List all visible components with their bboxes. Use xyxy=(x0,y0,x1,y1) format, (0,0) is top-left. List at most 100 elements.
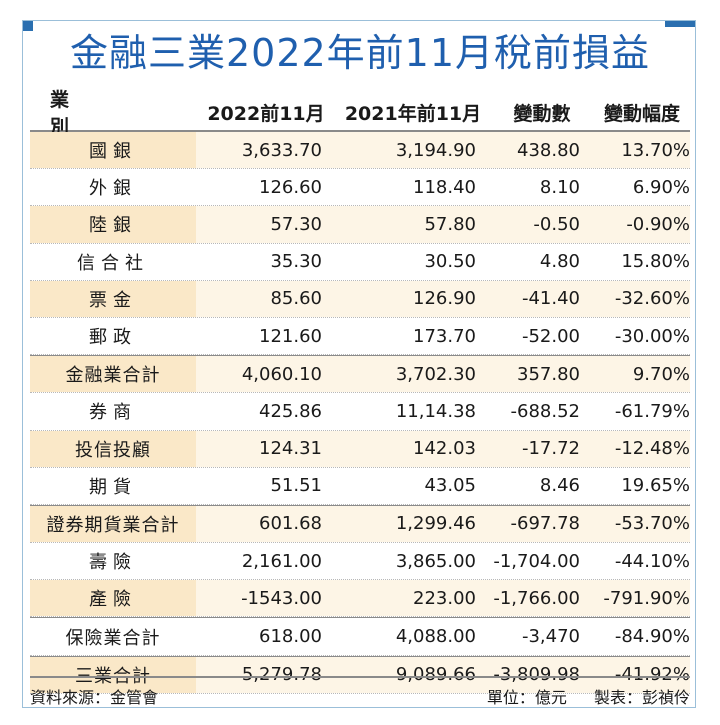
cell-value: 85.60 xyxy=(196,280,336,317)
cell-value: 1,299.46 xyxy=(336,505,490,543)
cell-value: -41.92% xyxy=(594,656,690,693)
cell-value: 121.60 xyxy=(259,325,322,347)
cell-value: -791.90% xyxy=(594,580,690,617)
cell-value: 438.80 xyxy=(490,132,594,169)
cell-value: 126.60 xyxy=(259,176,322,198)
cell-value: -84.90% xyxy=(614,626,690,648)
table-row: 證券期貨業合計 601.68 1,299.46 -697.78 -53.70% xyxy=(30,504,690,544)
row-label: 郵政 xyxy=(89,327,137,349)
cell-value: -52.00 xyxy=(521,325,580,347)
cell-value: 124.31 xyxy=(196,430,336,467)
row-label: 陸銀 xyxy=(30,206,196,243)
cell-value: 19.65% xyxy=(621,475,690,497)
maker-note: 製表：彭禎伶 xyxy=(593,688,690,707)
table-row: 投信投顧 124.31 142.03 -17.72 -12.48% xyxy=(30,430,690,468)
cell-value: 9,089.66 xyxy=(336,656,490,693)
cell-value: -1,704.00 xyxy=(493,550,580,572)
row-label: 券商 xyxy=(89,402,137,424)
cell-value: 2,161.00 xyxy=(241,550,322,572)
cell-value: 57.30 xyxy=(196,206,336,243)
table-row: 期貨 51.51 43.05 8.46 19.65% xyxy=(30,468,690,505)
row-label: 金融業合計 xyxy=(30,356,196,393)
row-label: 壽險 xyxy=(89,552,137,574)
unit-note: 單位：億元 xyxy=(486,688,567,707)
row-label: 證券期貨業合計 xyxy=(30,505,196,543)
table-row: 券商 425.86 11,14.38 -688.52 -61.79% xyxy=(30,393,690,431)
table-footer: 資料來源：金管會 單位：億元 製表：彭禎伶 xyxy=(30,676,690,708)
data-table: 業 別 2022前11月 2021年前11月 變動數 變動幅度 國銀 3,633.… xyxy=(30,89,690,694)
cell-value: -688.52 xyxy=(510,400,580,422)
cell-value: 43.05 xyxy=(424,475,476,497)
cell-value: 601.68 xyxy=(196,505,336,543)
cell-value: -1,766.00 xyxy=(490,580,594,617)
cell-value: 118.40 xyxy=(413,176,476,198)
table-header: 業 別 2022前11月 2021年前11月 變動數 變動幅度 xyxy=(30,89,690,138)
cell-value: 3,633.70 xyxy=(196,132,336,169)
row-label: 保險業合計 xyxy=(65,627,161,649)
cell-value: 425.86 xyxy=(259,400,322,422)
cell-value: -30.00% xyxy=(614,325,690,347)
cell-value: 6.90% xyxy=(632,176,690,198)
header-category: 業 別 xyxy=(50,89,169,138)
cell-value: -1543.00 xyxy=(196,580,336,617)
cell-value: -41.40 xyxy=(490,280,594,317)
header-change-pct: 變動幅度 xyxy=(603,102,680,125)
cell-value: 30.50 xyxy=(424,251,476,273)
cell-value: -3,470 xyxy=(521,626,580,648)
cell-value: -697.78 xyxy=(490,505,594,543)
cell-value: -17.72 xyxy=(490,430,594,467)
cell-value: 51.51 xyxy=(270,475,322,497)
cell-value: 8.46 xyxy=(539,475,580,497)
row-label: 外銀 xyxy=(89,178,137,200)
cell-value: 13.70% xyxy=(594,132,690,169)
row-label: 產險 xyxy=(30,580,196,617)
cell-value: 57.80 xyxy=(336,206,490,243)
table-row: 陸銀 57.30 57.80 -0.50 -0.90% xyxy=(30,206,690,244)
cell-value: 5,279.78 xyxy=(196,656,336,693)
header-2021: 2021年前11月 xyxy=(344,102,482,125)
cell-value: 173.70 xyxy=(413,325,476,347)
row-label: 票金 xyxy=(30,280,196,317)
cell-value: 8.10 xyxy=(539,176,580,198)
cell-value: -53.70% xyxy=(594,505,690,543)
table-row: 三業合計 5,279.78 9,089.66 -3,809.98 -41.92% xyxy=(30,655,690,694)
table-row: 外銀 126.60 118.40 8.10 6.90% xyxy=(30,169,690,207)
table-row: 壽險 2,161.00 3,865.00 -1,704.00 -44.10% xyxy=(30,543,690,581)
table-row: 保險業合計 618.00 4,088.00 -3,470 -84.90% xyxy=(30,617,690,656)
cell-value: 223.00 xyxy=(336,580,490,617)
cell-value: 357.80 xyxy=(490,356,594,393)
table-row: 票金 85.60 126.90 -41.40 -32.60% xyxy=(30,280,690,318)
cell-value: -44.10% xyxy=(614,550,690,572)
row-label: 信合社 xyxy=(77,252,149,274)
cell-value: 15.80% xyxy=(621,251,690,273)
cell-value: 3,865.00 xyxy=(395,550,476,572)
cell-value: 126.90 xyxy=(336,280,490,317)
corner-decoration xyxy=(23,21,33,31)
cell-value: 4,060.10 xyxy=(196,356,336,393)
cell-value: -0.50 xyxy=(490,206,594,243)
cell-value: -12.48% xyxy=(594,430,690,467)
table-row: 產險 -1543.00 223.00 -1,766.00 -791.90% xyxy=(30,580,690,618)
cell-value: -0.90% xyxy=(594,206,690,243)
cell-value: 4.80 xyxy=(539,251,580,273)
table-row: 郵政 121.60 173.70 -52.00 -30.00% xyxy=(30,318,690,356)
cell-value: -61.79% xyxy=(614,400,690,422)
cell-value: 142.03 xyxy=(336,430,490,467)
cell-value: 35.30 xyxy=(270,251,322,273)
row-label: 國銀 xyxy=(30,132,196,169)
table-row: 信合社 35.30 30.50 4.80 15.80% xyxy=(30,244,690,281)
header-change: 變動數 xyxy=(513,102,571,125)
cell-value: 3,194.90 xyxy=(336,132,490,169)
row-label: 投信投顧 xyxy=(30,430,196,467)
cell-value: -3,809.98 xyxy=(490,656,594,693)
cell-value: 3,702.30 xyxy=(336,356,490,393)
cell-value: -32.60% xyxy=(594,280,690,317)
cell-value: 618.00 xyxy=(259,626,322,648)
cell-value: 9.70% xyxy=(594,356,690,393)
table-row: 國銀 3,633.70 3,194.90 438.80 13.70% xyxy=(30,132,690,170)
corner-decoration xyxy=(665,21,695,27)
table-body: 國銀 3,633.70 3,194.90 438.80 13.70% 外銀 126.60 11… xyxy=(30,132,690,694)
source-note: 資料來源：金管會 xyxy=(30,688,159,707)
row-label: 期貨 xyxy=(89,476,137,498)
header-2022: 2022前11月 xyxy=(207,102,325,125)
